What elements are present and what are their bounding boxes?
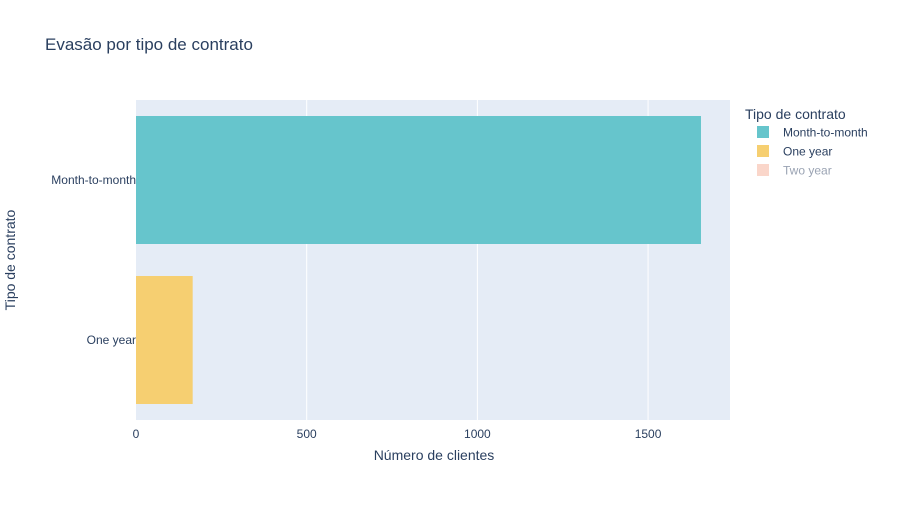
legend-swatch bbox=[757, 145, 769, 157]
legend-item[interactable]: One year bbox=[757, 145, 832, 159]
y-tick-label: One year bbox=[87, 333, 136, 347]
legend-item[interactable]: Month-to-month bbox=[757, 126, 868, 140]
y-tick-label: Month-to-month bbox=[51, 173, 136, 187]
bar[interactable] bbox=[136, 276, 193, 404]
x-axis-ticks: 0 500 1000 1500 bbox=[133, 427, 662, 441]
x-tick-label: 1500 bbox=[635, 427, 662, 441]
legend-title: Tipo de contrato bbox=[745, 106, 846, 122]
legend-label: Month-to-month bbox=[783, 126, 868, 140]
x-axis-title: Número de clientes bbox=[374, 447, 495, 463]
legend-item[interactable]: Two year bbox=[757, 164, 832, 178]
y-axis-ticks: Month-to-month One year bbox=[51, 173, 136, 347]
legend[interactable]: Tipo de contrato Month-to-month One year T… bbox=[745, 106, 868, 178]
y-axis-title: Tipo de contrato bbox=[2, 209, 18, 310]
x-tick-label: 0 bbox=[133, 427, 140, 441]
legend-items[interactable]: Month-to-month One year Two year bbox=[757, 126, 868, 178]
legend-swatch bbox=[757, 164, 769, 176]
legend-label: Two year bbox=[783, 164, 832, 178]
legend-label: One year bbox=[783, 145, 832, 159]
bar[interactable] bbox=[136, 116, 701, 244]
x-tick-label: 500 bbox=[297, 427, 317, 441]
chart-title: Evasão por tipo de contrato bbox=[45, 35, 253, 54]
x-tick-label: 1000 bbox=[464, 427, 491, 441]
legend-swatch bbox=[757, 126, 769, 138]
bars bbox=[136, 116, 701, 404]
